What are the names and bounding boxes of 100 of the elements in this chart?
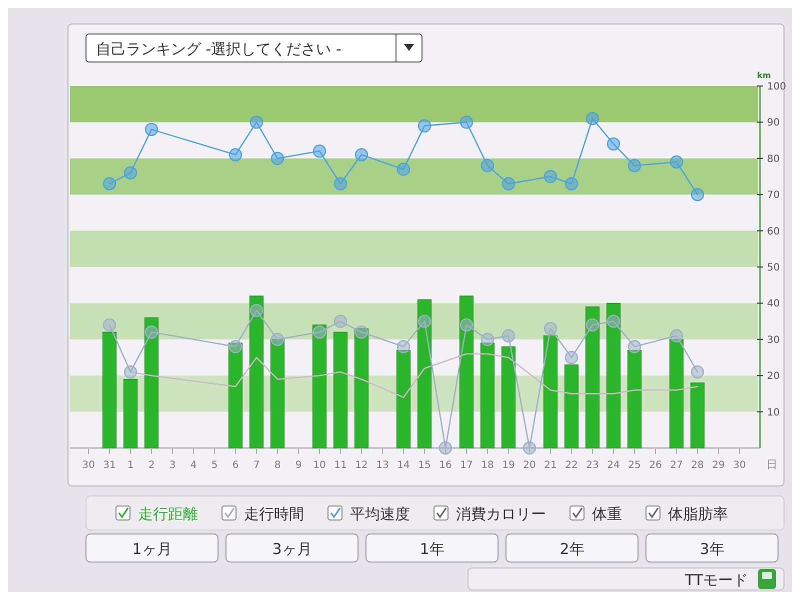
point: [544, 322, 558, 336]
x-axis-title: 日: [766, 458, 778, 471]
point: [270, 332, 284, 346]
y-tick-label: 40: [767, 298, 780, 310]
point: [606, 314, 620, 328]
x-tick-label: 30: [733, 460, 746, 471]
y-tick-label: 80: [767, 154, 780, 165]
y-tick-label: 90: [767, 118, 780, 129]
bar: [396, 350, 411, 448]
bar: [690, 382, 705, 448]
point: [628, 340, 642, 354]
x-tick-label: 27: [670, 460, 683, 471]
point: [670, 155, 684, 169]
x-tick-label: 23: [586, 460, 599, 471]
x-tick-label: 4: [190, 460, 197, 471]
bar: [459, 296, 474, 448]
x-tick-label: 5: [211, 460, 218, 471]
point: [396, 340, 410, 354]
point: [438, 441, 452, 455]
point: [418, 314, 432, 328]
bar: [270, 339, 285, 448]
chart-title: 自己ランキング -選択してください -: [96, 40, 342, 58]
text: 3年: [700, 540, 724, 558]
point: [250, 116, 264, 129]
bar: [144, 317, 159, 448]
point: [144, 326, 158, 339]
point: [480, 332, 494, 346]
text: 1ヶ月: [132, 540, 172, 558]
point: [502, 329, 516, 342]
bar: [480, 342, 495, 448]
bar: [669, 339, 684, 448]
x-tick-label: 28: [691, 460, 704, 471]
point: [586, 112, 600, 126]
point: [334, 177, 348, 190]
x-tick-label: 31: [103, 460, 116, 471]
x-tick-label: 3: [169, 460, 176, 471]
x-tick-label: 25: [628, 460, 641, 471]
point: [544, 170, 558, 184]
x-tick-label: 29: [712, 460, 725, 471]
point: [144, 122, 158, 136]
point: [460, 116, 474, 129]
x-tick-label: 11: [334, 460, 347, 471]
point: [480, 159, 494, 172]
bar: [102, 332, 117, 448]
bar: [333, 332, 348, 448]
y-tick-label: 50: [767, 262, 780, 274]
y-tick-label: 20: [767, 371, 780, 382]
x-tick-label: 2: [148, 460, 155, 471]
point: [312, 144, 326, 158]
point: [522, 441, 536, 455]
x-tick-label: 13: [376, 460, 389, 471]
point: [606, 137, 620, 151]
x-tick-label: 18: [481, 460, 494, 471]
x-tick-label: 20: [523, 460, 536, 471]
point: [270, 152, 284, 165]
point: [250, 304, 264, 318]
text: 2年: [560, 540, 584, 558]
point: [228, 340, 242, 354]
x-tick-label: 30: [82, 460, 95, 471]
x-tick-label: 21: [544, 460, 557, 471]
point: [564, 350, 578, 364]
bar: [228, 342, 243, 448]
legend-label: 走行時間: [244, 505, 304, 523]
bar: [627, 350, 642, 448]
x-tick-label: 24: [607, 460, 620, 471]
text: 1年: [420, 540, 444, 558]
point: [228, 148, 242, 162]
bar: [123, 378, 138, 448]
x-tick-label: 12: [355, 460, 368, 471]
bar: [249, 296, 264, 448]
y-tick-label: 10: [767, 407, 780, 418]
point: [502, 177, 516, 190]
x-tick-label: 8: [274, 460, 281, 471]
point: [124, 365, 138, 379]
bar: [312, 324, 327, 448]
x-tick-label: 15: [418, 460, 431, 471]
text: TTモード: [684, 571, 748, 589]
bar: [585, 306, 600, 448]
point: [102, 177, 116, 190]
x-tick-label: 6: [232, 460, 239, 471]
x-tick-label: 10: [313, 460, 326, 471]
x-tick-label: 14: [397, 460, 410, 471]
point: [334, 314, 348, 328]
point: [354, 326, 368, 339]
x-tick-label: 16: [439, 460, 452, 471]
bar: [543, 335, 558, 448]
x-tick-label: 26: [649, 460, 662, 471]
point: [670, 329, 684, 342]
point: [690, 188, 704, 202]
x-tick-label: 7: [253, 460, 260, 471]
point: [460, 318, 474, 332]
point: [628, 159, 642, 172]
y-tick-label: 60: [767, 226, 780, 238]
y-tick-label: 70: [767, 190, 780, 202]
point: [102, 318, 116, 332]
point: [586, 318, 600, 332]
point: [690, 365, 704, 379]
point: [564, 177, 578, 190]
point: [124, 166, 138, 180]
x-tick-label: 17: [460, 460, 473, 471]
